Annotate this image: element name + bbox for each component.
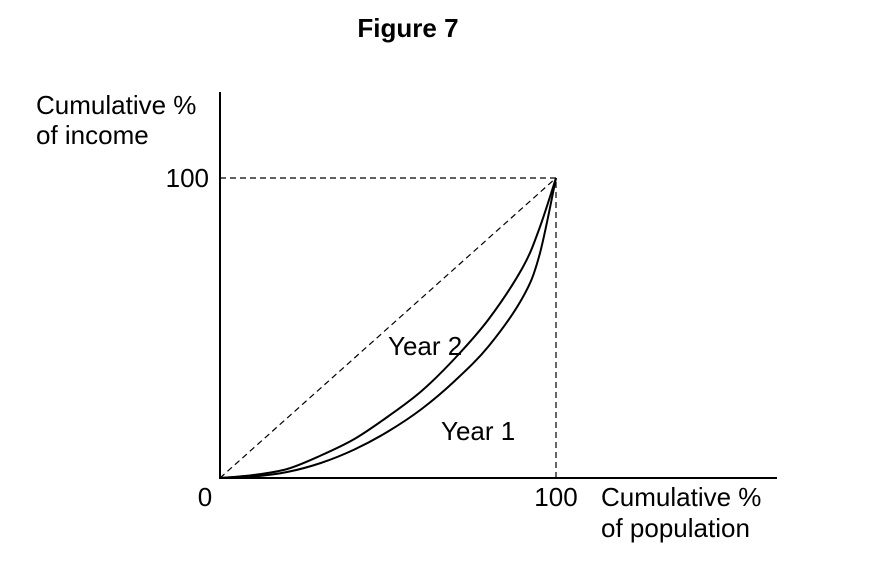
series-line-year-2 — [219, 177, 557, 479]
x-axis-label-line-1: Cumulative % — [601, 482, 761, 512]
series-line-year-1 — [219, 177, 557, 479]
y-axis-label-line-2: of income — [36, 120, 149, 150]
origin-label: 0 — [198, 482, 212, 512]
y-axis-label-line-1: Cumulative % — [36, 90, 196, 120]
x-tick-label-100: 100 — [534, 482, 577, 512]
y-tick-label-100: 100 — [166, 163, 209, 193]
figure-title: Figure 7 — [357, 13, 458, 43]
series-label-year-1: Year 1 — [441, 416, 515, 446]
x-axis-label-line-2: of population — [601, 513, 750, 543]
plot-area — [219, 177, 557, 479]
series-label-year-2: Year 2 — [388, 331, 462, 361]
line-of-equality — [219, 177, 557, 479]
